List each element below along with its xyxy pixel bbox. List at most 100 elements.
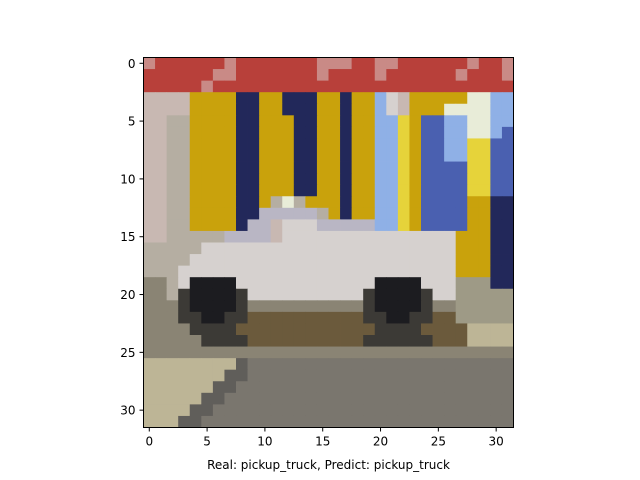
- image-pixel: [374, 323, 387, 336]
- image-pixel: [409, 358, 422, 371]
- image-pixel: [328, 103, 341, 116]
- image-pixel: [270, 103, 283, 116]
- image-pixel: [501, 196, 514, 209]
- image-pixel: [467, 161, 480, 174]
- image-pixel: [351, 369, 364, 382]
- image-pixel: [166, 196, 179, 209]
- image-pixel: [351, 277, 364, 290]
- image-pixel: [282, 381, 295, 394]
- image-pixel: [478, 404, 491, 417]
- image-pixel: [340, 277, 353, 290]
- image-pixel: [212, 161, 225, 174]
- image-pixel: [293, 69, 306, 82]
- image-pixel: [270, 161, 283, 174]
- image-pixel: [247, 254, 260, 267]
- image-pixel: [363, 415, 376, 428]
- image-pixel: [293, 358, 306, 371]
- x-tick-label: 5: [203, 435, 211, 449]
- image-pixel: [270, 207, 283, 220]
- image-pixel: [432, 277, 445, 290]
- image-pixel: [386, 358, 399, 371]
- image-pixel: [305, 57, 318, 70]
- image-pixel: [293, 230, 306, 243]
- image-pixel: [224, 300, 237, 313]
- image-pixel: [224, 138, 237, 151]
- image-pixel: [386, 173, 399, 186]
- image-pixel: [432, 254, 445, 267]
- image-pixel: [247, 323, 260, 336]
- image-pixel: [224, 173, 237, 186]
- image-pixel: [397, 346, 410, 359]
- image-pixel: [351, 358, 364, 371]
- image-pixel: [501, 115, 514, 128]
- image-pixel: [409, 161, 422, 174]
- image-pixel: [259, 219, 272, 232]
- image-pixel: [236, 115, 248, 128]
- image-pixel: [282, 196, 295, 209]
- image-pixel: [270, 392, 283, 405]
- image-pixel: [201, 80, 214, 93]
- image-pixel: [178, 161, 191, 174]
- image-pixel: [201, 415, 214, 428]
- image-pixel: [236, 69, 248, 82]
- image-pixel: [189, 161, 202, 174]
- image-pixel: [409, 277, 422, 290]
- image-pixel: [444, 277, 457, 290]
- image-pixel: [397, 207, 410, 220]
- image-pixel: [501, 69, 514, 82]
- image-pixel: [455, 219, 468, 232]
- image-pixel: [201, 242, 214, 255]
- image-pixel: [293, 346, 306, 359]
- image-pixel: [282, 300, 295, 313]
- image-pixel: [224, 92, 237, 105]
- image-pixel: [236, 173, 248, 186]
- image-pixel: [236, 103, 248, 116]
- image-pixel: [224, 219, 237, 232]
- image-pixel: [386, 92, 399, 105]
- image-pixel: [374, 300, 387, 313]
- image-pixel: [490, 161, 503, 174]
- image-pixel: [501, 288, 514, 301]
- image-pixel: [247, 358, 260, 371]
- image-pixel: [270, 57, 283, 70]
- image-pixel: [259, 57, 272, 70]
- image-pixel: [386, 161, 399, 174]
- image-pixel: [236, 300, 248, 313]
- image-pixel: [259, 381, 272, 394]
- image-pixel: [397, 358, 410, 371]
- image-pixel: [224, 415, 237, 428]
- image-pixel: [189, 300, 202, 313]
- image-pixel: [478, 288, 491, 301]
- image-pixel: [490, 415, 503, 428]
- image-cells: [143, 57, 514, 428]
- image-pixel: [236, 161, 248, 174]
- image-pixel: [282, 115, 295, 128]
- image-pixel: [166, 381, 179, 394]
- image-pixel: [270, 369, 283, 382]
- image-pixel: [432, 126, 445, 139]
- image-pixel: [478, 311, 491, 324]
- image-pixel: [340, 335, 353, 347]
- image-pixel: [189, 138, 202, 151]
- image-pixel: [259, 242, 272, 255]
- image-pixel: [397, 184, 410, 197]
- image-pixel: [467, 392, 480, 405]
- image-pixel: [316, 207, 329, 220]
- image-pixel: [363, 346, 376, 359]
- image-pixel: [293, 254, 306, 267]
- x-tick-label: 30: [489, 435, 504, 449]
- image-pixel: [305, 288, 318, 301]
- image-pixel: [455, 346, 468, 359]
- image-pixel: [444, 161, 457, 174]
- image-pixel: [455, 288, 468, 301]
- image-pixel: [282, 230, 295, 243]
- image-pixel: [212, 219, 225, 232]
- image-pixel: [143, 207, 156, 220]
- image-pixel: [374, 196, 387, 209]
- image-pixel: [444, 69, 457, 82]
- image-pixel: [340, 358, 353, 371]
- image-pixel: [259, 265, 272, 278]
- image-pixel: [490, 57, 503, 70]
- image-pixel: [259, 254, 272, 267]
- image-pixel: [374, 69, 387, 82]
